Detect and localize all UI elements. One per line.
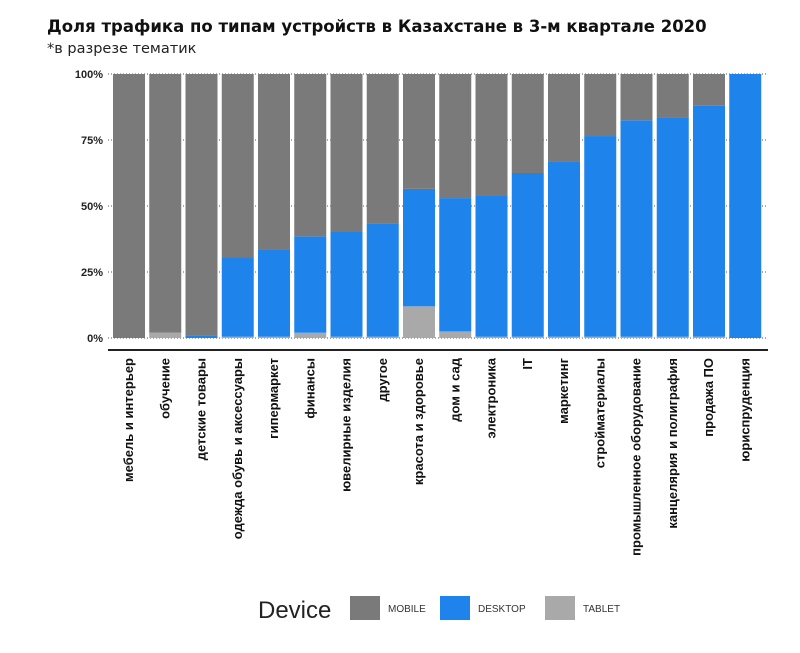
x-tick-label: стройматериалы — [592, 358, 607, 468]
y-tick-label: 100% — [75, 69, 103, 81]
y-tick-label: 75% — [81, 135, 103, 147]
bar-mobile — [511, 74, 544, 173]
bar-mobile — [185, 74, 218, 336]
bar-mobile — [113, 74, 145, 338]
legend-label-tablet: TABLET — [583, 604, 620, 615]
x-tick-label: финансы — [302, 358, 317, 419]
bar-tablet — [294, 332, 327, 338]
bar-mobile — [366, 74, 399, 224]
bar-mobile — [330, 74, 363, 232]
bar-mobile — [584, 74, 617, 137]
bar-desktop — [729, 74, 762, 338]
y-tick-label: 0% — [87, 333, 103, 345]
x-tick-label: красота и здоровье — [411, 358, 426, 485]
bar-tablet — [149, 332, 182, 338]
x-tick-label: электроника — [484, 357, 499, 438]
bar-desktop — [656, 117, 689, 337]
x-tick-label: маркетинг — [556, 357, 571, 423]
bar-desktop — [439, 198, 472, 332]
bar-tablet — [620, 336, 653, 338]
y-tick-label: 25% — [81, 267, 103, 279]
legend-label-mobile: MOBILE — [388, 604, 426, 615]
bar-mobile — [258, 74, 290, 250]
chart-title: Доля трафика по типам устройств в Казахс… — [47, 17, 707, 36]
bar-tablet — [439, 331, 472, 338]
legend-title: Device — [258, 597, 331, 624]
bar-desktop — [258, 249, 290, 337]
bar-desktop — [185, 335, 218, 338]
legend-swatch-desktop — [440, 596, 470, 620]
bar-tablet — [366, 336, 399, 338]
bar-mobile — [620, 74, 653, 121]
x-tick-label: одежда обувь и аксессуары — [230, 358, 245, 539]
x-tick-label: другое — [375, 358, 390, 402]
x-tick-label: юриспруденция — [737, 358, 752, 462]
legend-swatch-mobile — [350, 596, 380, 620]
legend-swatch-tablet — [545, 596, 575, 620]
bar-mobile — [221, 74, 254, 258]
bar-desktop — [584, 136, 617, 337]
bar-desktop — [294, 236, 327, 333]
legend-label-desktop: DESKTOP — [478, 604, 526, 615]
x-tick-label: гипермаркет — [266, 358, 281, 439]
x-tick-label: канцелярия и полиграфия — [665, 358, 680, 529]
bar-tablet — [693, 336, 725, 338]
bar-desktop — [330, 231, 363, 337]
bar-desktop — [548, 161, 580, 337]
bar-desktop — [620, 120, 653, 337]
bar-mobile — [656, 74, 689, 118]
bar-tablet — [548, 336, 580, 338]
x-tick-label: мебель и интерьер — [121, 358, 136, 482]
bar-mobile — [548, 74, 580, 162]
bar-desktop — [403, 188, 435, 307]
bar-tablet — [656, 336, 689, 338]
bar-mobile — [294, 74, 327, 237]
bar-tablet — [511, 336, 544, 338]
x-tick-label: ювелирные изделия — [339, 358, 354, 492]
x-tick-label: детские товары — [194, 358, 209, 460]
bar-mobile — [439, 74, 472, 199]
x-tick-label: обучение — [157, 358, 172, 419]
bar-tablet — [330, 336, 363, 338]
bar-desktop — [693, 105, 725, 337]
x-tick-label: IT — [520, 358, 535, 370]
bar-desktop — [221, 257, 254, 337]
bar-tablet — [403, 306, 435, 338]
chart-subtitle: *в разрезе тематик — [47, 41, 197, 57]
bar-tablet — [258, 336, 290, 338]
bar-mobile — [149, 74, 182, 333]
bar-mobile — [475, 74, 508, 196]
bar-mobile — [693, 74, 725, 106]
bar-desktop — [475, 195, 508, 337]
x-tick-label: дом и сад — [447, 357, 462, 421]
bar-tablet — [584, 336, 617, 338]
x-tick-label: продажа ПО — [701, 358, 716, 437]
bar-desktop — [511, 173, 544, 337]
bar-desktop — [366, 223, 399, 337]
bar-mobile — [403, 74, 435, 189]
bar-tablet — [475, 336, 508, 338]
y-tick-label: 50% — [81, 201, 103, 213]
x-tick-label: промышленное оборудование — [629, 358, 644, 556]
bar-tablet — [221, 336, 254, 338]
